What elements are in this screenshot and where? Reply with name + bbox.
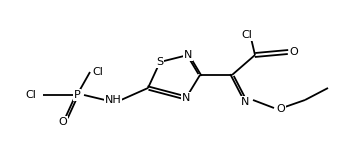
Text: Cl: Cl [25, 90, 36, 100]
Text: N: N [241, 97, 249, 107]
Text: N: N [184, 50, 192, 60]
Text: Cl: Cl [92, 67, 103, 77]
Text: N: N [182, 93, 190, 103]
Text: O: O [58, 117, 67, 127]
Text: Cl: Cl [241, 30, 252, 40]
Text: NH: NH [105, 95, 121, 105]
Text: O: O [290, 47, 298, 57]
Text: S: S [157, 57, 163, 67]
Text: P: P [74, 90, 80, 100]
Text: O: O [277, 104, 286, 114]
